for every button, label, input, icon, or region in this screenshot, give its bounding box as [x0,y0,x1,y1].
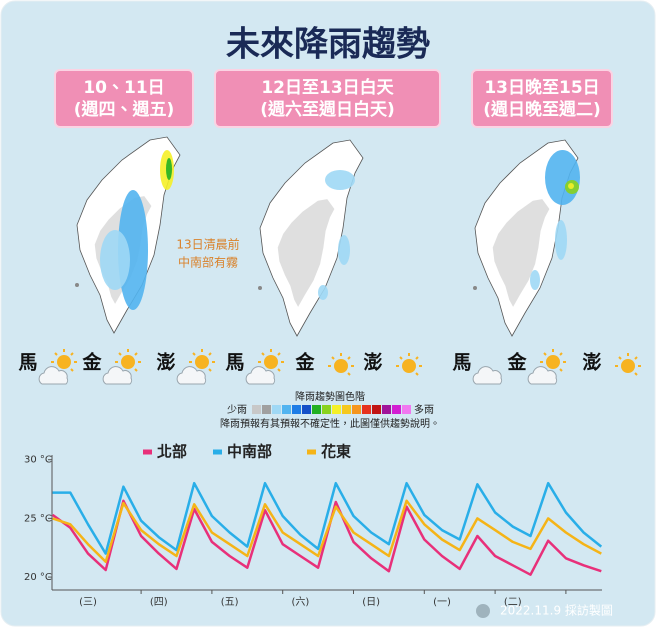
period-line: 13日晚至15日 [484,77,599,98]
legend-swatch [292,405,301,414]
legend-swatch [312,405,321,414]
logo [476,604,490,618]
legend-swatch [272,405,281,414]
period-line: 10、11日 [83,78,164,98]
legend-title: 降雨趨勢圖色階 [295,390,365,403]
islet [75,283,79,287]
island-label: 金 [81,351,102,374]
legend-swatch [282,405,291,414]
credit: 2022.11.9 採訪製圖 [500,603,613,618]
legend-swatch [372,405,381,414]
islet [473,286,477,290]
y-tick-label: 20 °C [24,572,52,583]
x-tick-label: (日) [362,597,380,608]
legend-swatch [382,405,391,414]
legend-swatch [262,405,271,414]
period-box [214,69,441,128]
island-label: 馬 [225,352,244,374]
legend-label: 中南部 [227,443,272,461]
legend-swatch [302,405,311,414]
island-label: 金 [506,351,527,374]
period-line: 12日至13日白天 [261,77,394,98]
y-tick-label: 30 °C [24,455,52,466]
island-label: 澎 [156,351,175,374]
temperature-line [52,481,603,555]
legend-swatch [332,405,341,414]
x-tick-label: (一) [433,597,451,608]
rain-area [555,220,567,260]
period-line: (週四、週五) [74,99,175,120]
x-tick-label: (二) [504,597,522,608]
x-tick-label: (三) [79,597,97,608]
period-box [54,69,194,128]
legend-swatch [252,405,261,414]
island-label: 澎 [363,351,382,374]
annotation: 13日清晨前 [176,237,239,252]
rain-area [530,270,540,290]
annotation: 中南部有霧 [178,255,238,270]
period-line: (週六至週日白天) [260,99,395,120]
island-label: 馬 [18,352,37,374]
rain-area [325,170,355,190]
y-tick-label: 25 °C [24,513,52,524]
legend-swatch [362,405,371,414]
temperature-line [52,499,602,564]
legend-swatch [342,405,351,414]
legend-low: 少雨 [227,404,247,416]
rain-area [318,285,328,300]
x-tick-label: (六) [291,596,309,608]
rain-area [166,158,172,180]
legend-swatch [392,405,401,414]
rain-area [100,230,130,290]
legend-swatch [352,405,361,414]
title: 未來降雨趨勢 [226,25,430,65]
rain-area [568,183,574,189]
legend-label: 花東 [321,443,351,461]
island-label: 馬 [452,352,471,374]
legend-label: 北部 [157,443,187,461]
island-label: 澎 [582,351,601,374]
note: 降雨預報有其預報不確定性，此圖僅供趨勢說明。 [220,417,440,430]
rain-area [545,150,580,205]
period-line: (週日晚至週二) [483,99,601,120]
legend-high: 多雨 [414,403,434,416]
islet [258,286,262,290]
legend-swatch [322,405,331,414]
island-label: 金 [294,351,315,374]
rain-maps [75,136,580,337]
legend-swatch [402,405,411,414]
x-tick-label: (四) [150,597,168,608]
period-box [471,69,613,128]
rain-area [338,235,350,265]
x-tick-label: (五) [221,597,239,608]
